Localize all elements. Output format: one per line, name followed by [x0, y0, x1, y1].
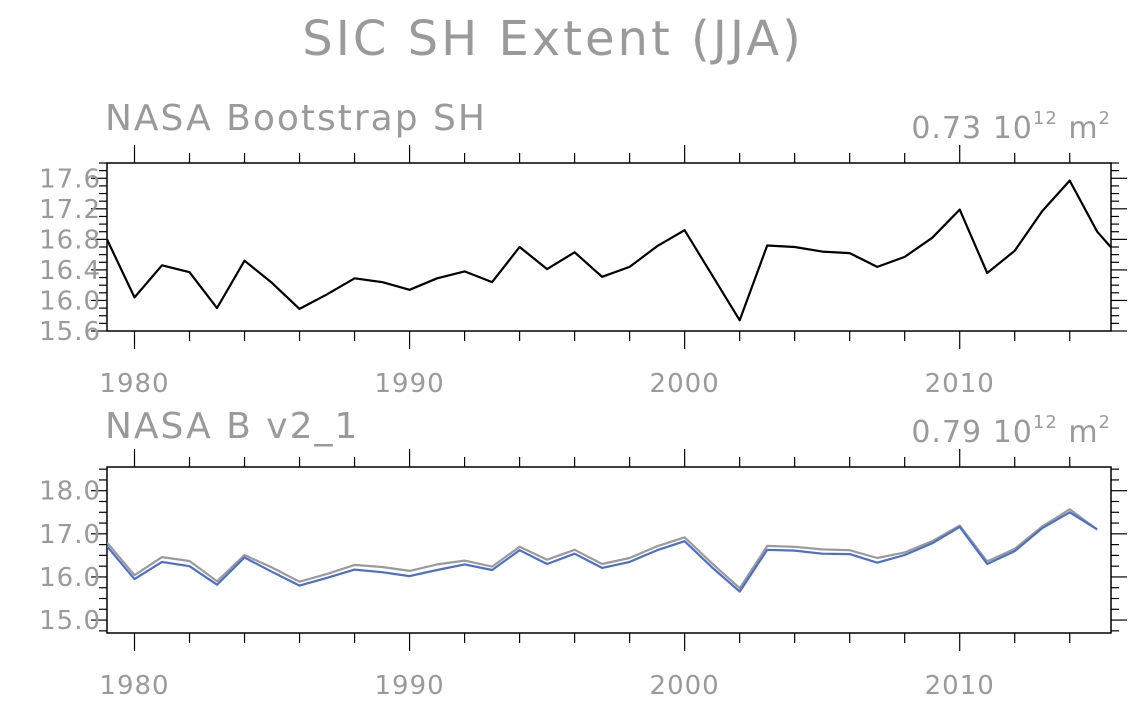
stat-exponent: 12 [1033, 412, 1058, 433]
y-tick-label: 17.0 [39, 520, 101, 550]
series-line-0 [107, 508, 1098, 590]
x-tick-label: 2010 [925, 671, 995, 701]
x-tick-label: 1990 [374, 671, 444, 701]
stat-base: 10 [993, 415, 1033, 450]
series-line-0 [107, 179, 1111, 322]
stat-base: 10 [993, 111, 1033, 146]
y-tick-label: 15.6 [39, 317, 101, 347]
panel-nasa-bootstrap-sh: NASA Bootstrap SH 0.73 1012 m2 1980 1990 200… [39, 98, 1127, 399]
y-tick-label: 16.8 [39, 225, 101, 255]
x-tick-label: 2000 [650, 671, 720, 701]
x-tick-label: 2000 [650, 369, 720, 399]
y-tick-label: 17.2 [39, 195, 101, 225]
y-tick-label: 16.0 [39, 563, 101, 593]
x-tick-label: 1980 [99, 369, 169, 399]
x-tick-label: 2010 [925, 369, 995, 399]
plot-frame [106, 162, 1112, 332]
y-tick-label: 17.6 [39, 164, 101, 194]
y-tick-label: 16.0 [39, 286, 101, 316]
stat-label: 0.73 1012 m2 [911, 108, 1111, 146]
stat-value: 0.73 [911, 111, 992, 146]
stat-unit: m [1058, 415, 1099, 450]
x-tick-label: 1990 [374, 369, 444, 399]
stat-exponent: 12 [1033, 108, 1058, 129]
stat-unit: m [1058, 111, 1099, 146]
y-tick-label: 18.0 [39, 477, 101, 507]
y-tick-label: 15.0 [39, 606, 101, 636]
x-tick-label: 1980 [99, 671, 169, 701]
y-tick-label: 16.4 [39, 256, 101, 286]
stat-unit-exponent: 2 [1099, 412, 1111, 433]
panel-nasa-b-v2-1: NASA B v2_1 0.79 1012 m2 1980 1990 2000 2010 1… [39, 406, 1127, 701]
series-line-1 [107, 511, 1098, 593]
stat-unit-exponent: 2 [1099, 108, 1111, 129]
figure-title: SIC SH Extent (JJA) [302, 11, 804, 67]
panel-title: NASA B v2_1 [105, 406, 359, 447]
panel-title: NASA Bootstrap SH [105, 98, 487, 139]
stat-value: 0.79 [911, 415, 992, 450]
plot-frame [106, 466, 1112, 634]
stat-label: 0.79 1012 m2 [911, 412, 1111, 450]
